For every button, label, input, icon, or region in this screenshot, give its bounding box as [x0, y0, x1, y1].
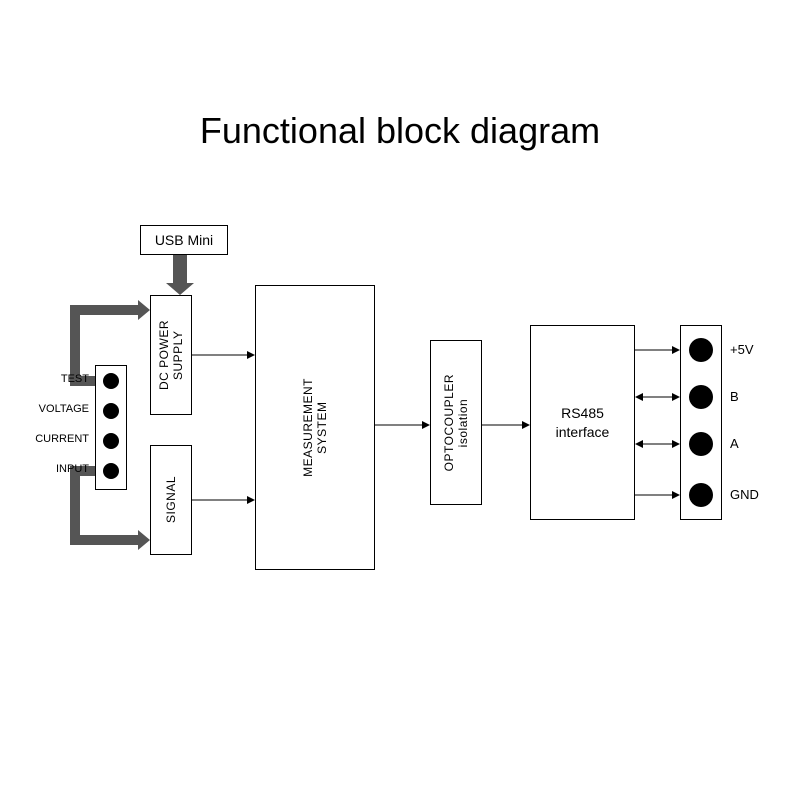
terminal-dot	[689, 432, 713, 456]
terminal-dot	[689, 483, 713, 507]
block-signal: SIGNAL	[150, 445, 192, 555]
terminal-dot	[689, 385, 713, 409]
block-measure-label: MEASUREMENT SYSTEM	[301, 378, 329, 477]
terminal-dot	[103, 433, 119, 449]
block-measurement: MEASUREMENT SYSTEM	[255, 285, 375, 570]
terminal-dot	[103, 463, 119, 479]
pin-label: VOLTAGE	[39, 403, 89, 415]
block-signal-label: SIGNAL	[164, 476, 178, 523]
pin-label: CURRENT	[35, 433, 89, 445]
pin-label: A	[730, 436, 739, 451]
block-opto-label: OPTOCOUPLER isolation	[442, 374, 470, 471]
block-usb-mini: USB Mini	[140, 225, 228, 255]
pin-label: TEST	[61, 373, 89, 385]
diagram-title: Functional block diagram	[0, 110, 800, 152]
block-rs485: RS485 interface	[530, 325, 635, 520]
pin-label: GND	[730, 487, 759, 502]
block-usb-label: USB Mini	[155, 231, 213, 249]
pin-label: B	[730, 389, 739, 404]
block-dcpower-label: DC POWER SUPPLY	[157, 320, 185, 390]
terminal-dot	[103, 373, 119, 389]
pin-label: +5V	[730, 342, 754, 357]
block-dc-power: DC POWER SUPPLY	[150, 295, 192, 415]
terminal-dot	[103, 403, 119, 419]
pin-label: INPUT	[56, 463, 89, 475]
block-rs485-label: RS485 interface	[556, 404, 610, 440]
block-optocoupler: OPTOCOUPLER isolation	[430, 340, 482, 505]
terminal-dot	[689, 338, 713, 362]
